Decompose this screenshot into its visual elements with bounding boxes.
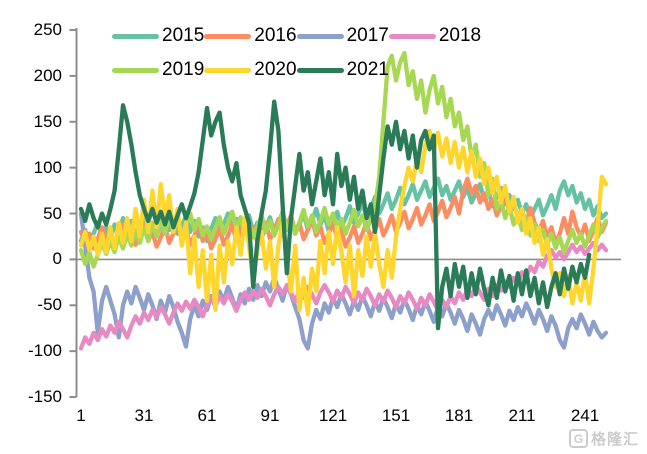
- legend-label: 2015: [162, 25, 205, 46]
- series-line-2017: [78, 211, 609, 351]
- gelonghui-logo-icon: G: [568, 429, 588, 448]
- legend-swatch-2015: [112, 33, 159, 39]
- x-tick-label: 151: [381, 406, 411, 425]
- legend-label: 2018: [438, 25, 482, 46]
- series-lines: [78, 50, 609, 351]
- x-tick-label: 1: [76, 406, 86, 425]
- legend-swatch-2021: [296, 67, 344, 73]
- legend-label: 2016: [254, 25, 297, 46]
- y-tick-label: -150: [27, 387, 62, 407]
- legend-label: 2017: [346, 25, 389, 46]
- y-tick-label: 50: [43, 203, 62, 223]
- legend-item-2018: 2018: [388, 25, 482, 47]
- x-tick-label: 31: [134, 406, 154, 425]
- y-tick-label: 250: [33, 20, 62, 40]
- gelonghui-watermark: G 格隆汇: [568, 428, 639, 449]
- legend-item-2016: 2016: [204, 25, 297, 47]
- series-line-2020: [78, 128, 609, 317]
- x-tick-label: 241: [570, 406, 600, 425]
- x-tick-label: 211: [508, 406, 536, 425]
- y-tick-label: -50: [37, 295, 62, 315]
- x-tick-label: 181: [444, 406, 474, 425]
- legend-label: 2019: [162, 59, 205, 80]
- legend-label: 2021: [346, 59, 389, 80]
- legend-row-2: 2019 2020 2021: [112, 59, 389, 81]
- x-tick-label: 91: [260, 406, 280, 425]
- legend-swatch-2019: [112, 67, 159, 73]
- x-tick-label: 121: [318, 406, 348, 425]
- legend-item-2015: 2015: [112, 25, 204, 47]
- series-line-2021: [78, 99, 592, 331]
- legend-swatch-2020: [204, 67, 252, 73]
- y-tick-label: 150: [33, 111, 62, 131]
- legend-swatch-2017: [296, 33, 344, 39]
- legend-item-2019: 2019: [112, 59, 204, 81]
- legend-row-1: 2015 2016 2017 2018: [112, 25, 481, 47]
- legend-swatch-2016: [204, 33, 252, 39]
- legend-item-2020: 2020: [204, 59, 297, 81]
- legend-swatch-2018: [388, 33, 436, 39]
- legend-item-2017: 2017: [296, 25, 389, 47]
- legend-item-2021: 2021: [296, 59, 389, 81]
- y-tick-label: 100: [33, 157, 62, 177]
- y-tick-label: 0: [52, 249, 62, 269]
- y-tick-label: 200: [33, 65, 62, 85]
- legend-label: 2020: [254, 59, 297, 80]
- x-tick-label: 61: [197, 406, 217, 425]
- watermark-brand-text: 格隆汇: [590, 431, 639, 448]
- y-tick-label: -100: [27, 341, 62, 361]
